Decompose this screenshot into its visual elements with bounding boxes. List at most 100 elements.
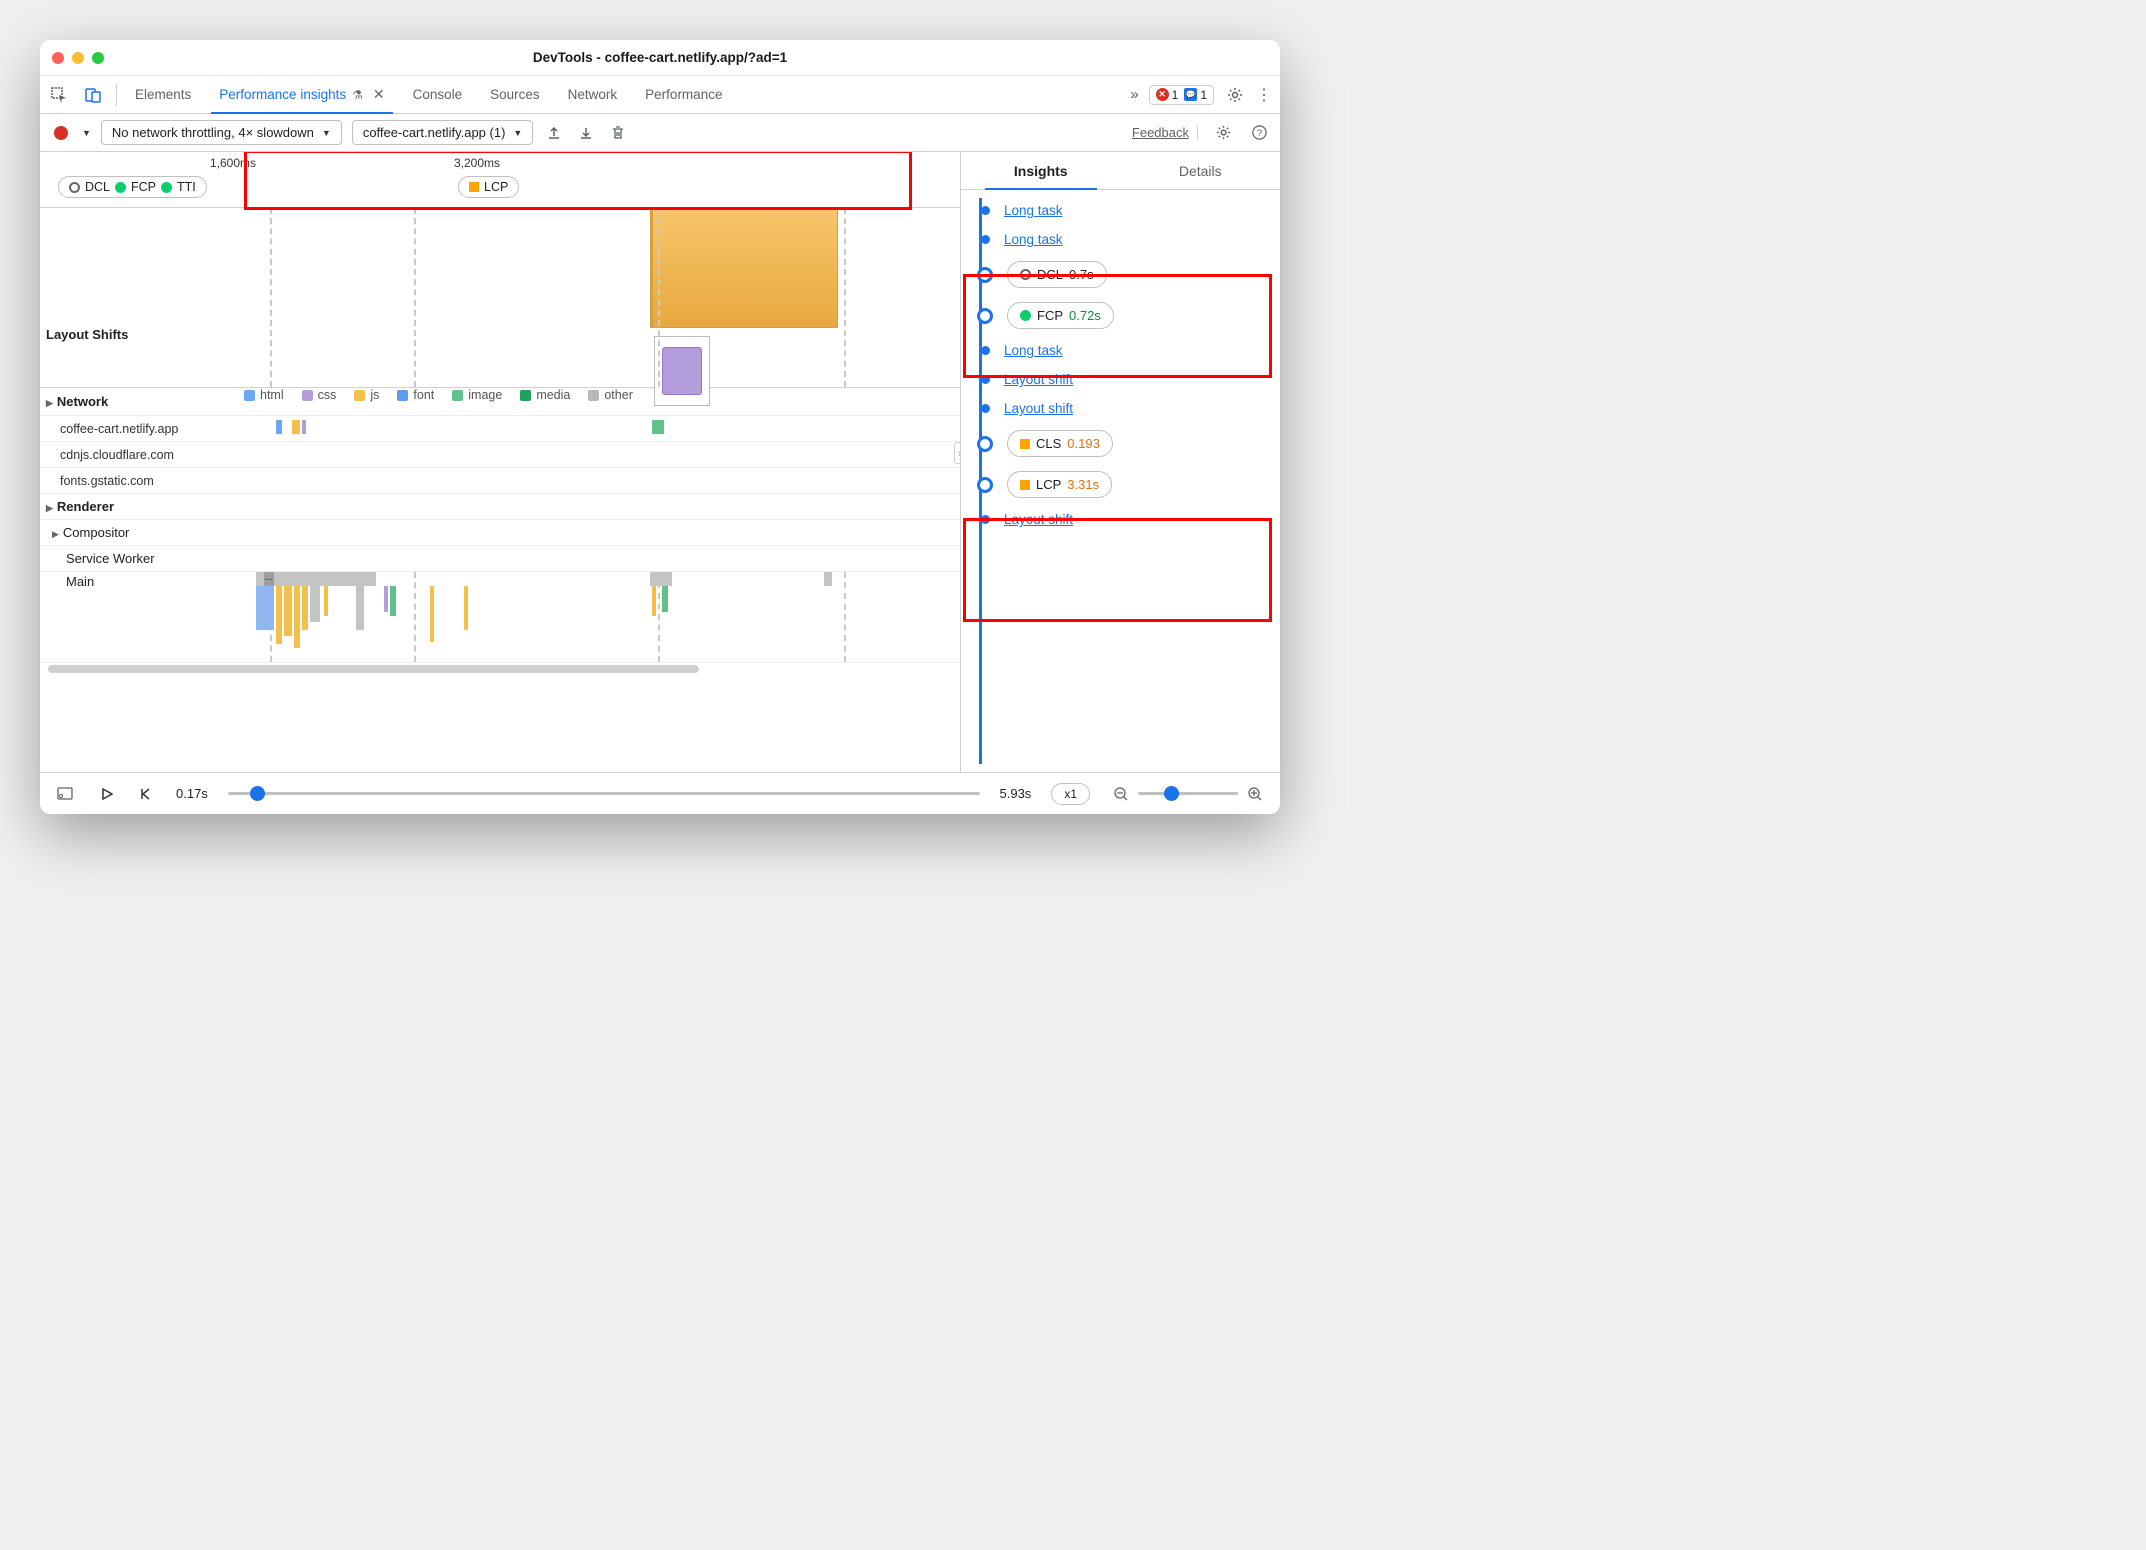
network-request-bar[interactable] <box>292 420 300 434</box>
performance-toolbar: ▼ No network throttling, 4× slowdown ▼ c… <box>40 114 1280 152</box>
tabs-overflow-button[interactable]: » <box>1130 86 1138 103</box>
insight-link[interactable]: Layout shift <box>1004 401 1073 416</box>
network-host-row[interactable]: fonts.gstatic.com <box>40 468 960 494</box>
insights-list: Long taskLong taskDCL0.7sFCP0.72sLong ta… <box>961 190 1280 772</box>
flame-bar[interactable] <box>390 586 396 616</box>
feedback-link[interactable]: Feedback <box>1132 125 1198 140</box>
metric-pill-group[interactable]: DCLFCPTTI <box>58 176 207 198</box>
flame-bar[interactable] <box>256 572 376 586</box>
network-request-bar[interactable] <box>302 420 306 434</box>
flame-bar[interactable] <box>284 586 292 636</box>
insight-item[interactable]: Long task <box>967 196 1270 225</box>
titlebar: DevTools - coffee-cart.netlify.app/?ad=1 <box>40 40 1280 76</box>
flame-bar[interactable] <box>310 586 320 622</box>
window-title: DevTools - coffee-cart.netlify.app/?ad=1 <box>40 50 1280 65</box>
filmstrip-divider <box>650 208 652 328</box>
skip-back-button[interactable] <box>134 783 156 805</box>
devtools-tabbar: ElementsPerformance insights⚗✕ConsoleSou… <box>40 76 1280 114</box>
layout-shifts-section: Layout Shifts <box>40 208 960 388</box>
issues-badge-group[interactable]: ✕1 💬1 <box>1149 85 1214 105</box>
export-icon[interactable] <box>543 122 565 144</box>
insight-ring-marker <box>977 477 993 493</box>
flame-bar[interactable] <box>824 572 832 586</box>
tab-details[interactable]: Details <box>1121 152 1281 189</box>
chevron-down-icon: ▼ <box>322 128 331 138</box>
legend-item-other: other <box>588 388 633 402</box>
highlight-box <box>963 274 1272 378</box>
chevron-down-icon: ▼ <box>513 128 522 138</box>
network-host-row[interactable]: cdnjs.cloudflare.com <box>40 442 960 468</box>
flame-bar[interactable] <box>324 586 328 616</box>
insight-metric-pill[interactable]: CLS0.193 <box>1007 430 1113 457</box>
gridline <box>658 208 660 387</box>
highlight-box-1 <box>244 152 912 210</box>
flame-bar[interactable] <box>430 586 434 642</box>
renderer-section-header[interactable]: ▶Renderer <box>40 494 960 520</box>
message-badge[interactable]: 💬1 <box>1184 88 1207 102</box>
insight-link[interactable]: Long task <box>1004 203 1063 218</box>
flame-bar[interactable] <box>662 586 668 612</box>
close-tab-icon[interactable]: ✕ <box>373 86 385 103</box>
experimental-icon: ⚗ <box>352 88 363 102</box>
preview-icon[interactable] <box>54 783 76 805</box>
insight-dot-marker <box>981 404 990 413</box>
tab-console[interactable]: Console <box>399 76 477 113</box>
devtools-window: DevTools - coffee-cart.netlify.app/?ad=1… <box>40 40 1280 814</box>
flame-bar[interactable] <box>294 586 300 648</box>
zoom-in-icon[interactable] <box>1244 783 1266 805</box>
delete-icon[interactable] <box>607 122 629 144</box>
playback-speed[interactable]: x1 <box>1051 783 1090 805</box>
playback-slider[interactable] <box>228 792 980 795</box>
flame-bar[interactable] <box>356 586 364 630</box>
tab-sources[interactable]: Sources <box>476 76 554 113</box>
legend-item-css: css <box>302 388 337 402</box>
import-icon[interactable] <box>575 122 597 144</box>
insight-link[interactable]: Long task <box>1004 232 1063 247</box>
tab-elements[interactable]: Elements <box>121 76 205 113</box>
insight-item[interactable]: Layout shift <box>967 394 1270 423</box>
insight-item[interactable]: LCP3.31s <box>967 464 1270 505</box>
flame-bar[interactable] <box>464 586 468 630</box>
flame-bar[interactable] <box>276 586 282 644</box>
tab-performance[interactable]: Performance <box>631 76 736 113</box>
inspect-element-icon[interactable] <box>48 84 70 106</box>
play-button[interactable] <box>96 783 118 805</box>
tab-performance-insights[interactable]: Performance insights⚗✕ <box>205 76 398 113</box>
insight-metric-pill[interactable]: LCP3.31s <box>1007 471 1112 498</box>
network-host-label: cdnjs.cloudflare.com <box>46 444 244 466</box>
gridline <box>414 572 416 662</box>
throttling-select[interactable]: No network throttling, 4× slowdown ▼ <box>101 120 342 145</box>
device-toolbar-icon[interactable] <box>82 84 104 106</box>
settings-icon[interactable] <box>1224 84 1246 106</box>
legend-item-js: js <box>354 388 379 402</box>
network-host-row[interactable]: coffee-cart.netlify.app <box>40 416 960 442</box>
flame-bar[interactable] <box>652 586 656 616</box>
flame-bar[interactable] <box>384 586 388 612</box>
insight-item[interactable]: Long task <box>967 225 1270 254</box>
insight-item[interactable]: CLS0.193 <box>967 423 1270 464</box>
tab-network[interactable]: Network <box>554 76 632 113</box>
network-request-bar[interactable] <box>276 420 282 434</box>
flame-bar[interactable] <box>302 586 308 630</box>
compositor-row[interactable]: ▶Compositor <box>40 520 960 546</box>
highlight-box <box>963 518 1272 622</box>
horizontal-scrollbar[interactable] <box>40 663 960 677</box>
record-dropdown-icon[interactable]: ▼ <box>82 128 91 138</box>
zoom-slider[interactable] <box>1138 792 1238 795</box>
help-icon[interactable]: ? <box>1248 122 1270 144</box>
record-button[interactable] <box>54 126 68 140</box>
recording-select[interactable]: coffee-cart.netlify.app (1) ▼ <box>352 120 534 145</box>
flame-bar[interactable] <box>256 586 274 630</box>
network-section-header[interactable]: ▶Network htmlcssjsfontimagemediaother <box>40 388 960 416</box>
flame-bar[interactable]: ... <box>264 572 274 586</box>
more-menu-icon[interactable]: ⋮ <box>1256 85 1272 105</box>
network-request-bar[interactable] <box>652 420 664 434</box>
tab-insights[interactable]: Insights <box>961 152 1121 189</box>
zoom-out-icon[interactable] <box>1110 783 1132 805</box>
error-badge[interactable]: ✕1 <box>1156 88 1179 102</box>
flame-bar[interactable] <box>650 572 672 586</box>
playback-end-time: 5.93s <box>1000 786 1032 801</box>
panel-resize-handle[interactable]: › <box>954 442 960 464</box>
panel-settings-icon[interactable] <box>1212 122 1234 144</box>
right-panel: Insights Details Long taskLong taskDCL0.… <box>960 152 1280 772</box>
